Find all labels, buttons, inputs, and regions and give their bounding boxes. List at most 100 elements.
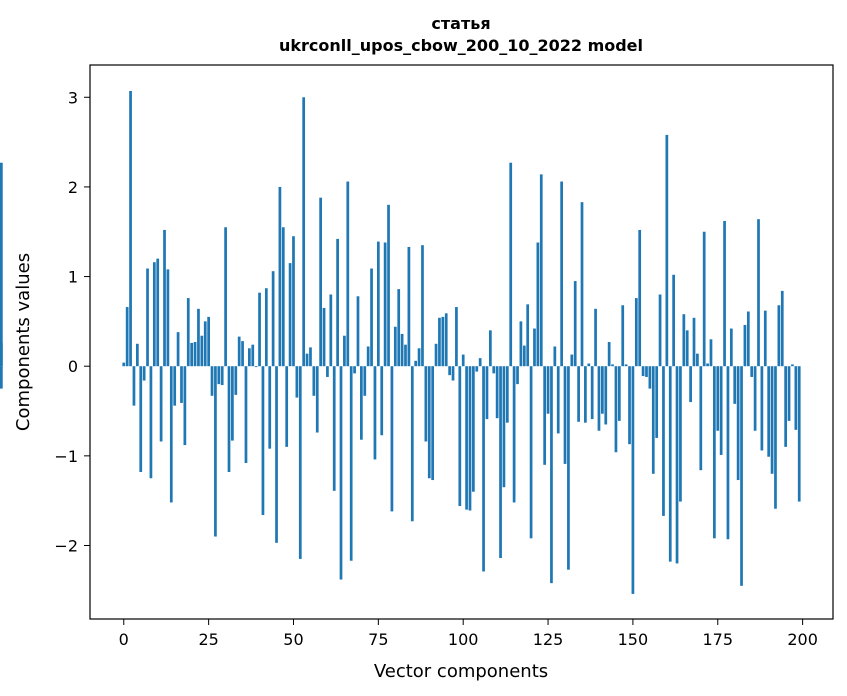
bar — [278, 186, 282, 367]
bar — [767, 366, 771, 457]
bar — [475, 366, 479, 372]
bar — [387, 204, 390, 367]
bar — [495, 366, 499, 419]
bar — [241, 341, 244, 367]
bar — [220, 366, 224, 386]
bar — [631, 366, 635, 594]
bar — [455, 307, 458, 367]
bar — [685, 330, 689, 367]
bar — [207, 316, 210, 367]
bar — [176, 332, 180, 367]
bar — [787, 366, 791, 421]
bar — [682, 314, 686, 367]
bar — [458, 366, 462, 507]
bar — [332, 366, 336, 491]
bar — [346, 181, 350, 367]
bar — [166, 269, 170, 367]
bar — [522, 345, 526, 367]
bar — [584, 366, 587, 423]
bar — [309, 347, 312, 367]
bar — [546, 366, 550, 414]
bar — [424, 366, 428, 442]
bar — [336, 238, 339, 367]
bar — [404, 344, 407, 367]
bar — [617, 366, 621, 421]
bar — [753, 366, 757, 431]
bar — [275, 366, 278, 543]
bar — [0, 162, 3, 367]
bar — [505, 366, 509, 423]
bar — [543, 366, 547, 465]
bar — [224, 227, 227, 367]
bar — [628, 366, 631, 445]
bar — [431, 366, 435, 481]
bar — [312, 366, 316, 396]
bar — [169, 366, 173, 503]
bar — [319, 197, 322, 367]
bar — [366, 346, 370, 367]
y-tick-label: 0 — [68, 357, 78, 376]
bar — [363, 366, 367, 396]
bar — [478, 358, 482, 367]
bar — [468, 366, 472, 511]
x-tick-label: 0 — [119, 630, 129, 649]
bar — [444, 313, 448, 367]
bar — [373, 366, 377, 460]
bar — [173, 366, 177, 406]
bar — [699, 366, 703, 471]
chart-subtitle: ukrconll_upos_cbow_200_10_2022 model — [279, 36, 643, 55]
bar — [692, 317, 696, 367]
bar — [254, 366, 258, 368]
bar — [638, 229, 642, 367]
bar — [614, 366, 618, 453]
bar — [427, 366, 431, 479]
bar — [611, 364, 614, 367]
plot-frame — [89, 64, 834, 620]
bar — [441, 316, 445, 367]
bar — [648, 366, 652, 389]
bar — [563, 366, 567, 464]
bar — [794, 366, 798, 430]
bar — [349, 366, 353, 561]
bar — [142, 366, 146, 381]
bar — [376, 241, 380, 367]
bar — [285, 366, 289, 447]
bar — [264, 288, 268, 367]
bar — [492, 366, 496, 374]
bar — [770, 366, 774, 474]
bar — [539, 174, 543, 367]
bar — [190, 342, 194, 367]
bar — [689, 366, 692, 403]
bar — [393, 326, 397, 367]
bar — [414, 360, 418, 367]
bar — [305, 353, 309, 367]
bar — [601, 366, 604, 414]
bar — [370, 268, 373, 367]
bar — [594, 308, 597, 367]
bar — [621, 305, 625, 367]
bar — [434, 343, 438, 367]
y-axis-label: Components values — [13, 253, 34, 431]
bar — [159, 366, 163, 442]
bar — [438, 317, 441, 367]
bar — [519, 321, 523, 367]
bar — [645, 366, 648, 377]
bar — [750, 366, 754, 377]
bar — [125, 307, 129, 367]
y-tick-label: 1 — [68, 268, 78, 287]
x-tick-label: 100 — [448, 630, 479, 649]
bar — [421, 245, 424, 367]
bar — [343, 335, 346, 367]
bar — [149, 366, 153, 479]
bar — [353, 366, 356, 374]
bar — [339, 366, 343, 580]
bar — [529, 366, 533, 539]
bar — [186, 298, 190, 367]
bar — [709, 339, 713, 367]
y-tick-label: 3 — [68, 88, 78, 107]
bar — [502, 366, 506, 488]
bar — [217, 366, 221, 385]
bar — [380, 366, 384, 436]
bar — [295, 366, 299, 398]
